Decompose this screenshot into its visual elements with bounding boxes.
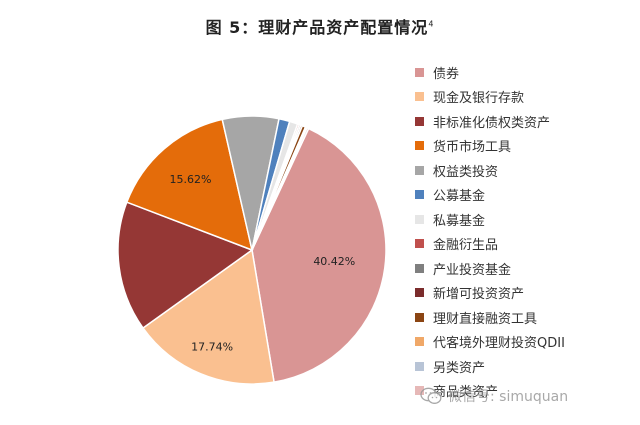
pie-slice-13 — [251, 126, 310, 251]
legend-swatch — [415, 288, 424, 298]
chart-title: 图 5：理财产品资产配置情况4 — [0, 14, 640, 38]
legend-label: 产业投资基金 — [433, 262, 512, 278]
legend-item-5: 公募基金 — [415, 183, 565, 208]
chart-legend: 债券现金及银行存款非标准化债权类资产 货币市场工具 权益类投资公募基金私募基金金融衍… — [415, 60, 565, 403]
legend-label: 金融衍生品 — [433, 238, 499, 254]
legend-item-8: 产业投资基金 — [415, 256, 565, 281]
legend-label: 货币市场工具 — [433, 140, 512, 156]
legend-swatch — [415, 386, 424, 396]
legend-item-13: 商品类资产 — [415, 379, 565, 404]
legend-item-7: 金融衍生品 — [415, 232, 565, 257]
legend-label: 债券 — [433, 66, 460, 82]
wechat-watermark: 微信号: simuquan — [420, 386, 568, 406]
legend-swatch — [415, 165, 424, 175]
slice-data-label-1: 17.74% — [191, 341, 233, 354]
slice-data-label-0: 40.42% — [313, 255, 355, 268]
legend-label: 现金及银行存款 — [433, 91, 525, 107]
legend-swatch — [415, 116, 424, 126]
legend-label: 公募基金 — [433, 189, 486, 205]
legend-label: 私募基金 — [433, 213, 486, 229]
legend-swatch — [415, 361, 424, 371]
legend-label: 新增可投资资产 — [433, 287, 525, 303]
pie-slice-1 — [142, 248, 275, 385]
legend-item-1: 现金及银行存款 — [415, 85, 565, 110]
legend-item-9: 新增可投资资产 — [415, 281, 565, 306]
legend-label: 权益类投资 — [433, 164, 499, 180]
pie-slice-2 — [117, 201, 254, 330]
legend-swatch — [415, 141, 424, 151]
legend-item-6: 私募基金 — [415, 207, 565, 232]
legend-item-12: 另类资产 — [415, 354, 565, 379]
legend-item-11: 代客境外理财投资QDII — [415, 330, 565, 355]
legend-item-2: 非标准化债权类资产 — [415, 109, 565, 134]
pie-slice-3 — [125, 118, 254, 252]
legend-label: 理财直接融资工具 — [433, 311, 538, 327]
watermark-text: 微信号: simuquan — [448, 389, 569, 405]
legend-label: 另类资产 — [433, 360, 486, 376]
legend-item-0: 债券 — [415, 60, 565, 85]
legend-swatch — [415, 67, 424, 77]
legend-swatch — [415, 239, 424, 249]
legend-item-4: 权益类投资 — [415, 158, 565, 183]
legend-swatch — [415, 263, 424, 273]
slice-data-label-3: 15.62% — [170, 173, 212, 186]
legend-swatch — [415, 337, 424, 347]
pie-slice-0 — [251, 127, 387, 384]
legend-label: 商品类资产 — [433, 385, 499, 401]
title-footnote: 4 — [428, 19, 435, 29]
legend-swatch — [415, 214, 424, 224]
wechat-icon — [420, 387, 442, 404]
chart-title-text: 图 5：理财产品资产配置情况 — [205, 18, 429, 37]
legend-item-10: 理财直接融资工具 — [415, 305, 565, 330]
legend-swatch — [415, 92, 424, 102]
legend-label: 非标准化债权类资产 — [433, 115, 551, 131]
legend-swatch — [415, 190, 424, 200]
legend-swatch — [415, 312, 424, 322]
legend-label: 代客境外理财投资QDII — [433, 336, 565, 352]
legend-item-3: 货币市场工具 — [415, 134, 565, 159]
